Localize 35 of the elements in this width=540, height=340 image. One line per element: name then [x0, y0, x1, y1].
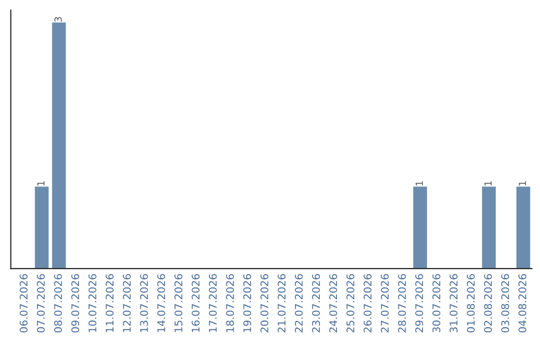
x-tick-label: 24.07.2026	[329, 274, 338, 332]
x-tick-label: 02.08.2026	[484, 274, 492, 332]
x-tick-label: 11.07.2026	[106, 274, 114, 332]
x-tick-label: 31.07.2026	[450, 274, 458, 332]
x-tick-label: 26.07.2026	[364, 274, 372, 332]
data-label: 1	[484, 181, 492, 186]
x-tick-label: 08.07.2026	[54, 274, 62, 332]
x-tick-label: 01.08.2026	[466, 274, 475, 332]
x-tick-label: 04.08.2026	[518, 274, 526, 332]
x-tick-label: 19.07.2026	[243, 274, 252, 332]
x-tick-label: 28.07.2026	[398, 274, 406, 332]
x-tick-label: 10.07.2026	[88, 274, 96, 332]
x-tick-label: 15.07.2026	[174, 274, 182, 332]
x-tick-label: 30.07.2026	[432, 274, 440, 332]
x-tick-label: 21.07.2026	[278, 274, 286, 332]
data-label: 3	[54, 17, 62, 22]
data-label: 1	[416, 181, 423, 186]
x-tick-label: 22.07.2026	[294, 274, 303, 332]
x-tick-label: 06.07.2026	[20, 274, 28, 332]
x-tick-label: 29.07.2026	[415, 274, 424, 332]
x-tick-label: 20.07.2026	[260, 274, 268, 332]
x-tick-label: 17.07.2026	[208, 274, 217, 332]
x-tick-label: 16.07.2026	[192, 274, 200, 332]
x-tick-label: 27.07.2026	[380, 274, 389, 332]
x-tick-label: 14.07.2026	[157, 274, 166, 332]
x-tick-label: 09.07.2026	[71, 274, 80, 332]
x-tick-label: 13.07.2026	[140, 274, 148, 332]
x-tick-label: 18.07.2026	[226, 274, 234, 332]
x-tick-label: 12.07.2026	[122, 274, 131, 332]
x-tick-label: 07.07.2026	[36, 274, 45, 332]
x-tick-label: 23.07.2026	[312, 274, 320, 332]
data-label: 1	[518, 181, 526, 186]
data-label: 1	[37, 181, 44, 186]
x-tick-label: 03.08.2026	[501, 274, 510, 332]
x-tick-label: 25.07.2026	[346, 274, 354, 332]
